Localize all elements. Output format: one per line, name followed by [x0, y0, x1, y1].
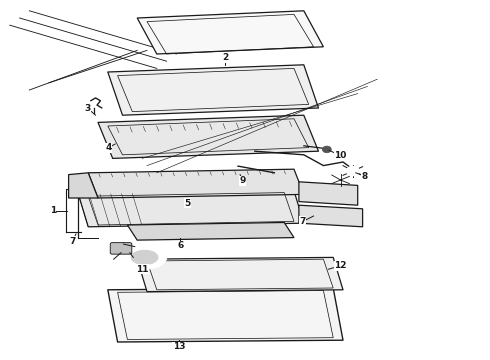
Text: 2: 2 [222, 53, 228, 62]
Text: 12: 12 [334, 261, 347, 270]
Text: 10: 10 [334, 151, 347, 160]
Polygon shape [69, 173, 98, 198]
Text: 8: 8 [362, 172, 368, 181]
Polygon shape [137, 11, 323, 54]
Text: 6: 6 [177, 241, 183, 250]
Polygon shape [78, 191, 304, 227]
FancyBboxPatch shape [110, 243, 132, 254]
Text: 7: 7 [299, 217, 306, 226]
Ellipse shape [131, 250, 158, 265]
Text: 3: 3 [84, 104, 90, 112]
Text: 5: 5 [184, 199, 190, 208]
Text: 7: 7 [69, 237, 76, 246]
Polygon shape [299, 205, 363, 227]
Circle shape [228, 161, 237, 168]
Text: 4: 4 [105, 143, 112, 152]
Polygon shape [108, 65, 318, 115]
Polygon shape [299, 182, 358, 205]
Ellipse shape [122, 246, 167, 269]
Polygon shape [98, 115, 318, 158]
Text: 13: 13 [172, 342, 185, 351]
Polygon shape [108, 288, 343, 342]
Text: 9: 9 [239, 176, 246, 185]
Polygon shape [88, 169, 304, 198]
Circle shape [346, 166, 359, 176]
Text: 11: 11 [136, 265, 148, 274]
Text: 1: 1 [50, 206, 56, 215]
Polygon shape [137, 257, 343, 292]
Circle shape [322, 146, 331, 153]
Polygon shape [127, 222, 294, 240]
